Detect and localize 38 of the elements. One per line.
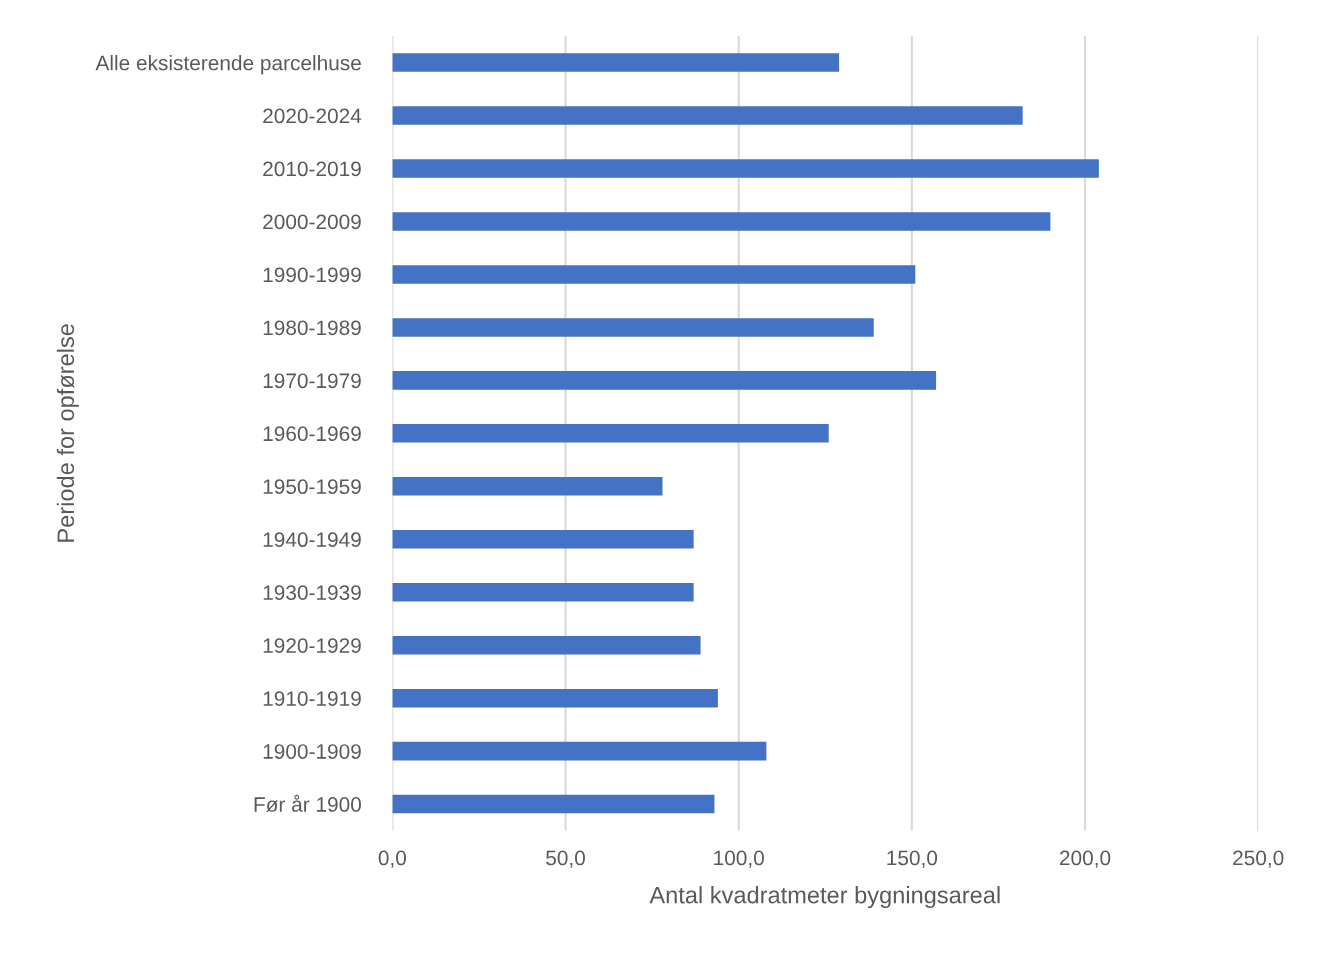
- y-tick-label: 1950-1959: [263, 479, 361, 495]
- y-tick-label: 1900-1909: [263, 744, 361, 759]
- bar: [392, 477, 663, 496]
- bar: [392, 741, 767, 761]
- y-tick-label: 1990-1999: [263, 267, 361, 283]
- bar: [392, 635, 701, 655]
- bar: [392, 371, 937, 390]
- bar: [392, 794, 715, 814]
- bar: [392, 688, 718, 708]
- y-tick-label: 2000-2009: [263, 214, 361, 230]
- y-tick-label: 1960-1969: [263, 426, 361, 442]
- bar: [392, 318, 874, 337]
- bar: [392, 424, 829, 443]
- x-tick-label: 200,0: [1060, 850, 1111, 868]
- y-tick-label: 1930-1939: [263, 585, 361, 600]
- bar: [392, 582, 694, 602]
- y-tick-label: 1910-1919: [263, 691, 361, 706]
- y-axis-title: Periode for opførelse: [56, 324, 79, 542]
- y-tick-label: Alle eksisterende parcelhuse: [95, 55, 361, 75]
- y-tick-label: 1980-1989: [263, 320, 361, 336]
- x-tick-label: 150,0: [887, 850, 938, 868]
- y-tick-label: 2020-2024: [263, 108, 362, 124]
- y-tick-label: 1920-1929: [263, 638, 361, 653]
- x-axis-title: Antal kvadratmeter bygningsareal: [649, 886, 1000, 909]
- x-tick-label: 0,0: [378, 850, 407, 868]
- bar: [392, 159, 1099, 178]
- bar: [392, 106, 1023, 125]
- x-tick-label: 250,0: [1233, 850, 1284, 868]
- y-tick-label: 1940-1949: [263, 532, 361, 548]
- bar: [392, 530, 694, 549]
- x-tick-label: 100,0: [714, 850, 764, 868]
- y-tick-label: Før år 1900: [254, 794, 361, 813]
- bar: [392, 212, 1051, 231]
- x-tick-label: 50,0: [546, 850, 585, 868]
- bar: [392, 265, 916, 284]
- y-tick-label: 2010-2019: [263, 161, 361, 177]
- bar: [392, 53, 840, 72]
- y-tick-label: 1970-1979: [263, 373, 361, 389]
